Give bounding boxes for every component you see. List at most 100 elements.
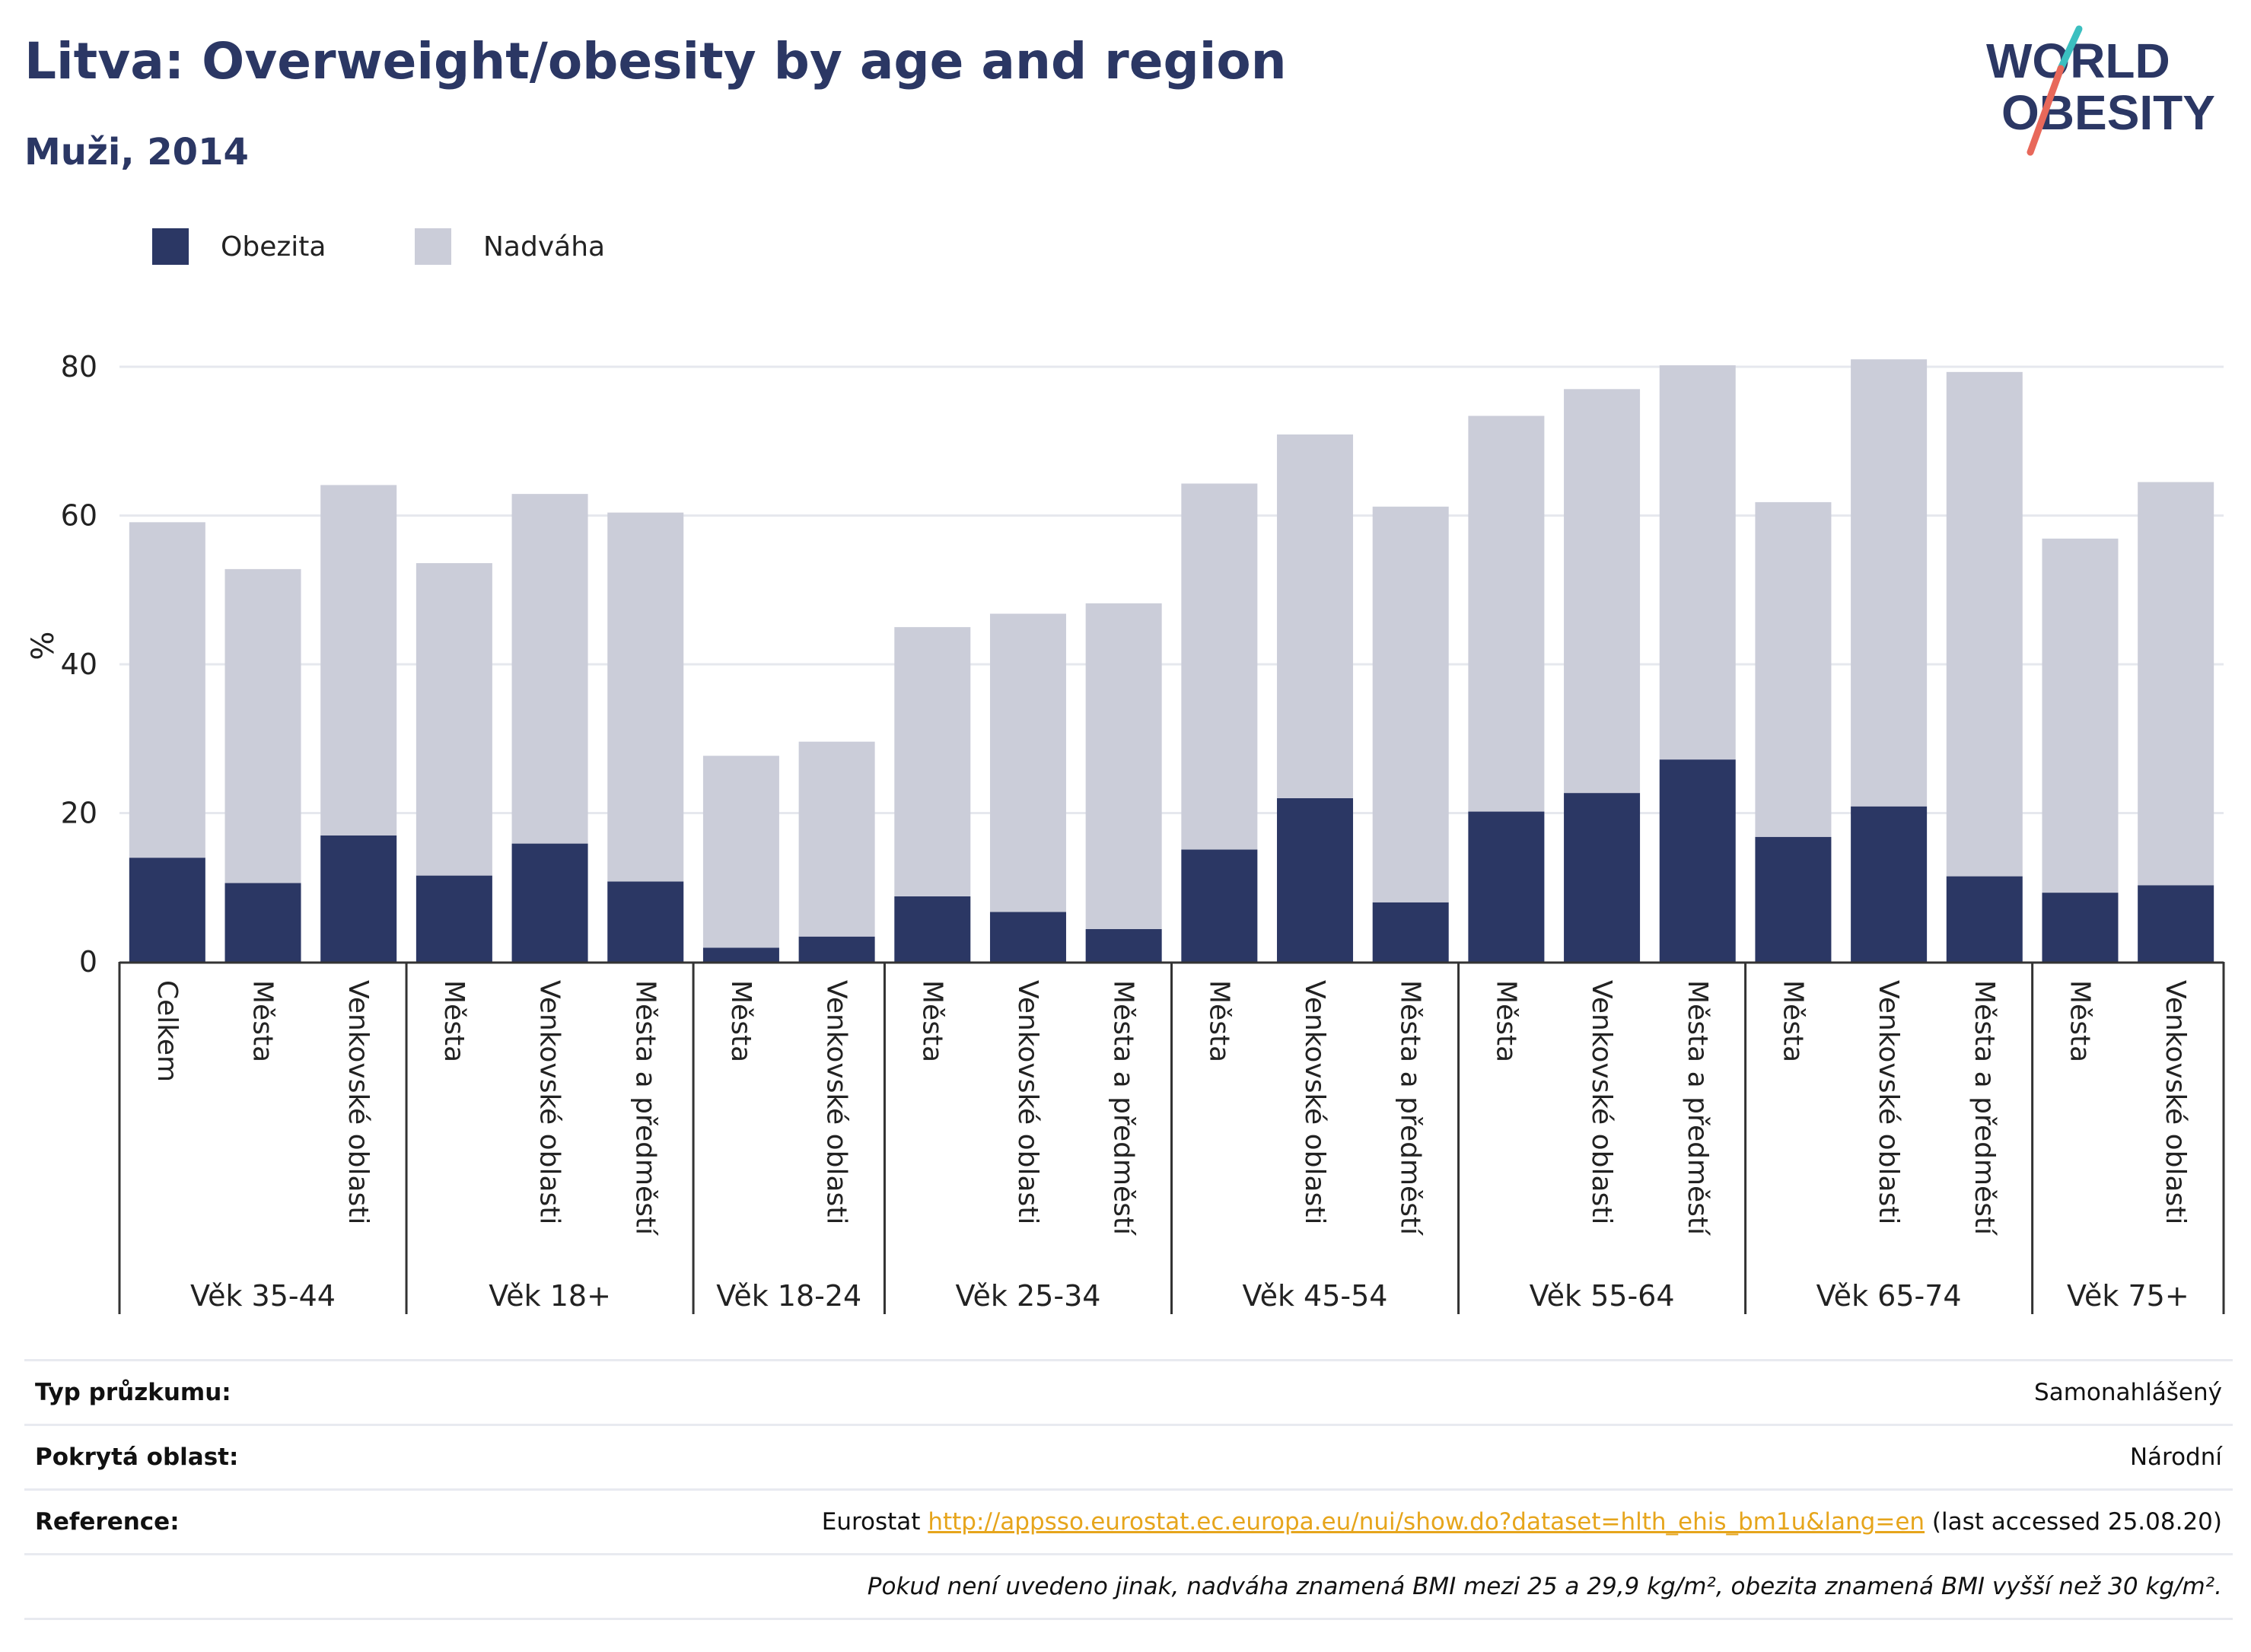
reference-accessed: (last accessed 25.08.20) [1931, 1508, 2222, 1536]
bar-obezita [1851, 806, 1928, 962]
x-tick-label: Venkovské oblasti [1299, 980, 1330, 1224]
reference-link[interactable]: http://appsso.eurostat.ec.europa.eu/nui/… [928, 1508, 1925, 1536]
bar-obezita [1946, 876, 2023, 962]
x-tick-label: Venkovské oblasti [2160, 980, 2191, 1224]
bar-obezita [1659, 759, 1736, 962]
page-subtitle: Muži, 2014 [24, 131, 249, 173]
x-tick-label: Města [916, 980, 947, 1062]
x-tick-label: Města [1203, 980, 1234, 1062]
bar-nadvaha [1085, 603, 1162, 929]
x-tick-label: Celkem [151, 980, 183, 1082]
chart-legend: Obezita Nadváha [152, 228, 605, 265]
group-label: Věk 25-34 [956, 1279, 1101, 1313]
y-tick-label: 80 [61, 350, 97, 384]
info-row-coverage: Pokrytá oblast: Národní [24, 1424, 2233, 1488]
group-label: Věk 75+ [2067, 1279, 2189, 1313]
bar-nadvaha [1277, 434, 1354, 798]
x-tick-label: Venkovské oblasti [1012, 980, 1043, 1224]
x-tick-label: Města a předměstí [1682, 980, 1713, 1236]
bar-nadvaha [702, 756, 779, 948]
group-label: Věk 18+ [489, 1279, 611, 1313]
chart-bars [129, 359, 2214, 962]
group-label: Věk 55-64 [1530, 1279, 1675, 1313]
bar-nadvaha [1564, 389, 1641, 794]
bar-nadvaha [1851, 359, 1928, 807]
bar-nadvaha [1372, 506, 1449, 902]
definition-note: Pokud není uvedeno jinak, nadváha znamen… [867, 1573, 2222, 1600]
reference-label: Reference: [35, 1508, 180, 1536]
group-label: Věk 18-24 [716, 1279, 861, 1313]
reference-source: Eurostat [821, 1508, 921, 1536]
info-table: Typ průzkumu: Samonahlášený Pokrytá obla… [24, 1359, 2233, 1620]
x-tick-label: Města a předměstí [1395, 980, 1426, 1236]
bar-obezita [1085, 928, 1162, 962]
bar-obezita [702, 947, 779, 962]
group-label: Věk 65-74 [1816, 1279, 1962, 1313]
x-tick-label: Města a předměstí [629, 980, 661, 1236]
bar-nadvaha [2138, 482, 2214, 886]
bar-obezita [320, 835, 397, 962]
bar-obezita [607, 881, 684, 962]
stacked-bar-chart: Obezita Nadváha 0 20 40 60 80% Celkem Města Ven… [26, 228, 2225, 1314]
x-tick-label: Venkovské oblasti [534, 980, 565, 1224]
reference-value: Eurostat http://appsso.eurostat.ec.europ… [822, 1491, 2222, 1553]
x-tick-label: Venkovské oblasti [342, 980, 374, 1224]
x-tick-label: Města [1490, 980, 1521, 1062]
x-tick-label: Venkovské oblasti [1873, 980, 1904, 1224]
bar-obezita [1181, 849, 1258, 962]
bar-obezita [224, 883, 301, 962]
bar-obezita [415, 875, 492, 962]
survey-type-label: Typ průzkumu: [35, 1379, 231, 1406]
group-label: Věk 45-54 [1243, 1279, 1388, 1313]
y-tick-label: 20 [61, 797, 97, 830]
bar-nadvaha [2042, 538, 2119, 893]
bar-obezita [1564, 793, 1641, 962]
x-tick-label: Venkovské oblasti [1586, 980, 1617, 1224]
legend-label-obezita: Obezita [221, 231, 326, 263]
bar-nadvaha [989, 613, 1066, 912]
bar-obezita [989, 912, 1066, 962]
y-axis: 0 20 40 60 80% [26, 350, 97, 979]
x-tick-label: Města [438, 980, 470, 1062]
bar-obezita [1372, 902, 1449, 962]
bar-nadvaha [1181, 483, 1258, 850]
bar-obezita [129, 858, 205, 962]
bar-nadvaha [894, 627, 971, 896]
bar-obezita [1277, 797, 1354, 962]
bar-obezita [1755, 836, 1832, 962]
x-tick-label: Města [1777, 980, 1808, 1062]
bar-nadvaha [511, 494, 588, 844]
bar-nadvaha [1755, 501, 1832, 837]
info-row-note: Pokud není uvedeno jinak, nadváha znamen… [24, 1553, 2233, 1620]
legend-swatch-obezita [152, 228, 189, 265]
x-tick-label: Města a předměstí [1108, 980, 1139, 1236]
bar-nadvaha [1468, 415, 1545, 812]
x-tick-label: Města [247, 980, 279, 1062]
group-label: Věk 35-44 [190, 1279, 336, 1313]
x-tick-label: Města [725, 980, 756, 1062]
legend-swatch-nadvaha [415, 228, 451, 265]
bar-nadvaha [224, 568, 301, 883]
x-tick-label: Města a předměstí [1969, 980, 2000, 1236]
x-tick-label: Venkovské oblasti [821, 980, 852, 1224]
y-axis-label: % [26, 632, 61, 660]
bar-obezita [894, 896, 971, 962]
logo-line-1: WORLD [1986, 33, 2170, 88]
bar-nadvaha [1946, 371, 2023, 877]
bar-nadvaha [320, 485, 397, 836]
y-tick-label: 40 [61, 648, 97, 681]
bar-nadvaha [129, 522, 205, 858]
info-row-reference: Reference: Eurostat http://appsso.eurost… [24, 1488, 2233, 1553]
info-row-survey-type: Typ průzkumu: Samonahlášený [24, 1359, 2233, 1424]
page-title: Litva: Overweight/obesity by age and reg… [24, 32, 1287, 91]
coverage-label: Pokrytá oblast: [35, 1444, 239, 1471]
y-tick-label: 0 [79, 945, 97, 979]
bar-nadvaha [1659, 365, 1736, 760]
bar-obezita [798, 936, 875, 962]
bar-nadvaha [798, 741, 875, 937]
bar-obezita [2042, 893, 2119, 962]
x-axis: Celkem Města Venkovské oblasti Města Venkovs… [118, 961, 2225, 1314]
world-obesity-logo: WORLD OBESITY [1986, 25, 2215, 156]
bar-obezita [511, 843, 588, 962]
logo-slash-red [2027, 65, 2065, 156]
